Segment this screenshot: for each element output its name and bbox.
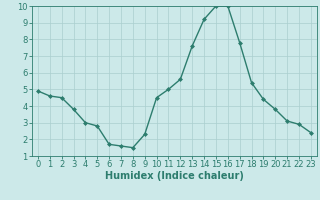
X-axis label: Humidex (Indice chaleur): Humidex (Indice chaleur) [105, 171, 244, 181]
